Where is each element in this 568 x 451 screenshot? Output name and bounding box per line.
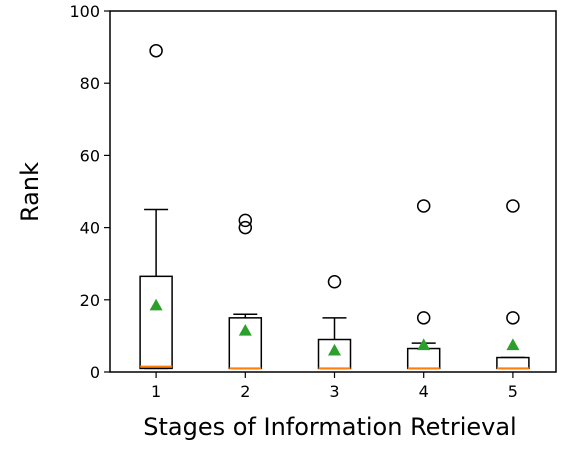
outlier-point [416,199,431,213]
y-tick-label: 80 [80,74,100,93]
y-axis-title: Rank [16,162,44,222]
outlier-point [327,275,342,289]
x-axis: 1 2 3 4 5 [151,372,518,401]
box [496,356,530,370]
y-tick-label: 100 [69,2,100,21]
outlier-point [506,311,520,325]
y-tick-label: 60 [80,146,100,165]
outlier-point [416,311,431,325]
box-group-2 [228,213,263,370]
outlier-point [149,43,163,58]
box-group-5 [496,199,530,370]
mean-marker [238,323,252,336]
box-group-1 [139,43,173,370]
y-tick-label: 0 [90,363,100,382]
outlier-point [238,220,253,235]
x-tick-label: 1 [151,382,161,401]
x-tick-label: 3 [329,382,339,401]
box-group-4 [406,199,441,370]
box [406,347,441,370]
mean-marker [149,298,163,311]
plot-area [139,43,530,370]
y-tick-label: 40 [80,219,100,238]
axes-frame [109,10,557,373]
box [139,275,173,370]
x-tick-label: 5 [508,382,518,401]
x-axis-title: Stages of Information Retrieval [143,413,516,441]
y-axis: 0 20 40 60 80 100 [69,2,110,382]
y-tick-label: 20 [80,291,100,310]
box-group-3 [317,275,352,370]
mean-marker [417,338,431,351]
mean-marker [328,343,341,356]
outlier-point [506,199,520,213]
x-tick-label: 4 [419,382,429,401]
x-tick-label: 2 [240,382,250,401]
outlier-point [238,213,253,228]
mean-marker [506,338,520,351]
